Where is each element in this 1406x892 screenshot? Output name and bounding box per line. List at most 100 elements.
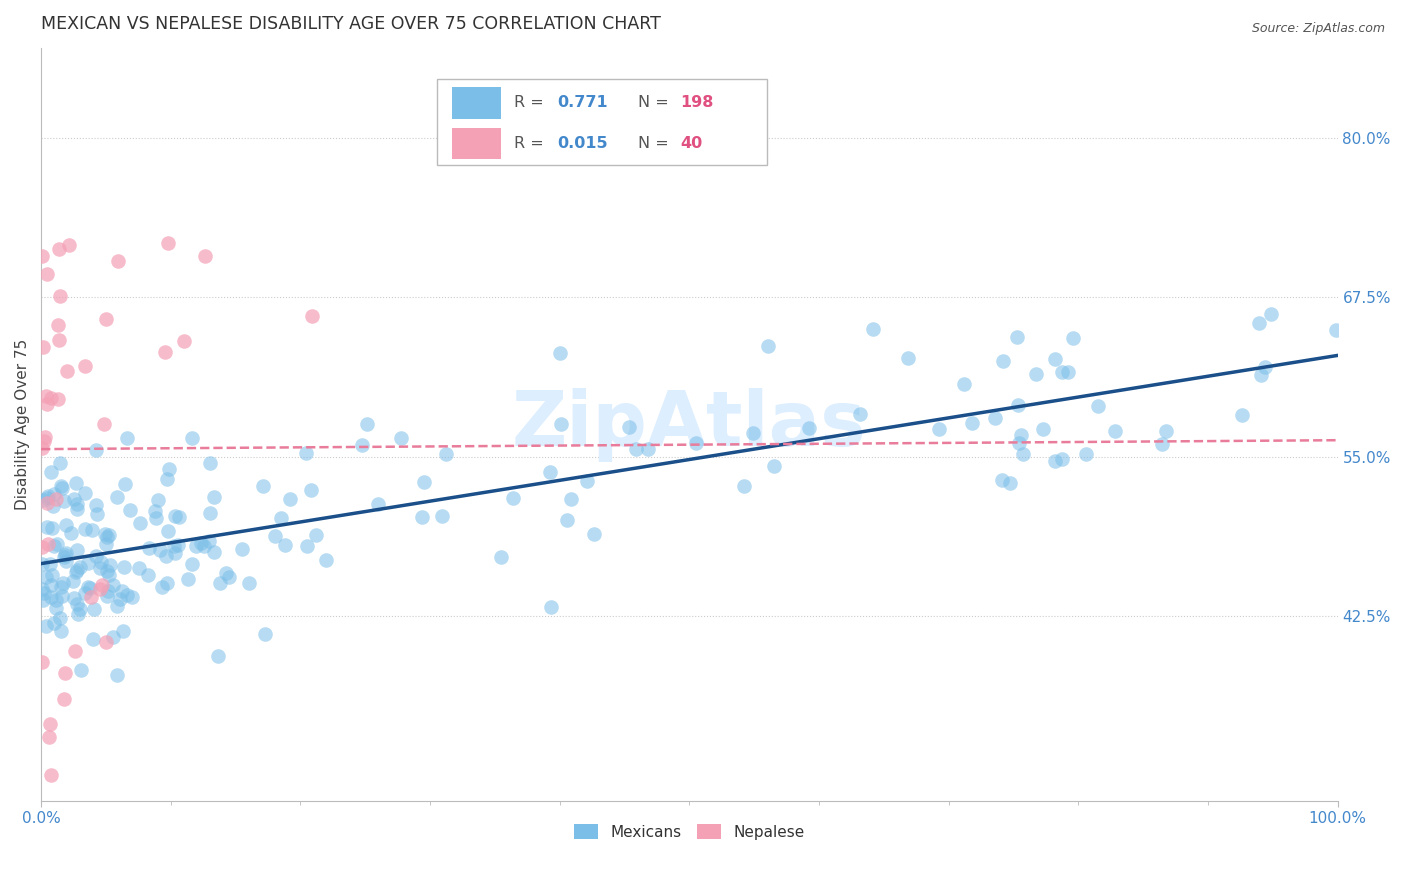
Nepalese — [90, 577, 112, 591]
Nepalese — [39, 717, 62, 731]
Mexicans — [96, 589, 118, 603]
Mexicans — [69, 602, 91, 616]
Mexicans — [97, 583, 120, 598]
Mexicans — [991, 354, 1014, 368]
Mexicans — [430, 508, 453, 523]
Mexicans — [1012, 447, 1035, 461]
Mexicans — [1050, 365, 1073, 379]
Mexicans — [582, 527, 605, 541]
Mexicans — [49, 580, 72, 594]
Mexicans — [42, 499, 65, 513]
Mexicans — [49, 611, 72, 625]
Mexicans — [305, 528, 328, 542]
Mexicans — [278, 491, 301, 506]
Mexicans — [77, 580, 100, 594]
Mexicans — [35, 570, 58, 584]
Mexicans — [238, 575, 260, 590]
Mexicans — [66, 563, 89, 577]
Mexicans — [108, 592, 131, 607]
Mexicans — [105, 490, 128, 504]
Text: ZipAtlas: ZipAtlas — [512, 388, 866, 462]
Mexicans — [1056, 365, 1078, 379]
Mexicans — [1087, 399, 1109, 413]
Nepalese — [35, 396, 58, 410]
Mexicans — [63, 491, 86, 506]
Nepalese — [37, 536, 59, 550]
Y-axis label: Disability Age Over 75: Disability Age Over 75 — [15, 339, 30, 510]
Mexicans — [548, 346, 571, 360]
Mexicans — [156, 472, 179, 486]
Mexicans — [198, 533, 221, 548]
Mexicans — [200, 507, 222, 521]
Mexicans — [32, 586, 55, 600]
Text: R =: R = — [515, 136, 550, 151]
Mexicans — [352, 438, 374, 452]
Nepalese — [31, 249, 53, 263]
Mexicans — [367, 497, 389, 511]
Mexicans — [190, 536, 212, 550]
Bar — [453, 128, 502, 160]
Mexicans — [263, 529, 285, 543]
Mexicans — [111, 584, 134, 599]
Mexicans — [84, 498, 107, 512]
Nepalese — [34, 429, 56, 443]
Nepalese — [39, 391, 62, 405]
Mexicans — [152, 580, 174, 594]
FancyBboxPatch shape — [436, 78, 768, 165]
Nepalese — [156, 235, 179, 250]
Mexicans — [83, 602, 105, 616]
Mexicans — [80, 524, 103, 538]
Mexicans — [1249, 316, 1271, 330]
Mexicans — [1062, 331, 1084, 345]
Mexicans — [52, 494, 75, 508]
Mexicans — [32, 593, 55, 607]
Mexicans — [252, 479, 274, 493]
Mexicans — [1010, 428, 1032, 442]
Mexicans — [96, 530, 118, 544]
Nepalese — [56, 364, 79, 378]
Mexicans — [42, 487, 65, 501]
Nepalese — [37, 495, 59, 509]
Mexicans — [1154, 424, 1177, 438]
Nepalese — [93, 417, 115, 431]
Mexicans — [82, 632, 104, 646]
Mexicans — [101, 630, 124, 644]
Mexicans — [45, 600, 67, 615]
Mexicans — [389, 431, 412, 445]
Nepalese — [38, 730, 60, 744]
Nepalese — [79, 590, 101, 604]
Nepalese — [48, 242, 70, 256]
Mexicans — [1150, 437, 1173, 451]
Mexicans — [136, 568, 159, 582]
Mexicans — [97, 568, 120, 582]
Mexicans — [295, 539, 318, 553]
Mexicans — [118, 503, 141, 517]
Mexicans — [685, 435, 707, 450]
Mexicans — [1007, 398, 1029, 412]
Mexicans — [953, 376, 976, 391]
Mexicans — [39, 578, 62, 592]
Mexicans — [1005, 329, 1028, 343]
Mexicans — [52, 576, 75, 591]
Mexicans — [166, 538, 188, 552]
Mexicans — [62, 574, 84, 589]
Mexicans — [128, 560, 150, 574]
Mexicans — [180, 557, 202, 571]
Mexicans — [270, 511, 292, 525]
Nepalese — [73, 359, 96, 373]
Text: MEXICAN VS NEPALESE DISABILITY AGE OVER 75 CORRELATION CHART: MEXICAN VS NEPALESE DISABILITY AGE OVER … — [41, 15, 661, 33]
Mexicans — [41, 521, 63, 535]
Mexicans — [207, 648, 229, 663]
Mexicans — [94, 537, 117, 551]
Mexicans — [163, 508, 186, 523]
Mexicans — [550, 417, 572, 431]
Mexicans — [156, 575, 179, 590]
Nepalese — [32, 434, 55, 448]
Mexicans — [157, 462, 180, 476]
Mexicans — [90, 555, 112, 569]
Mexicans — [186, 539, 208, 553]
Mexicans — [107, 599, 129, 613]
Mexicans — [502, 491, 524, 505]
Mexicans — [295, 445, 318, 459]
Mexicans — [62, 591, 84, 606]
